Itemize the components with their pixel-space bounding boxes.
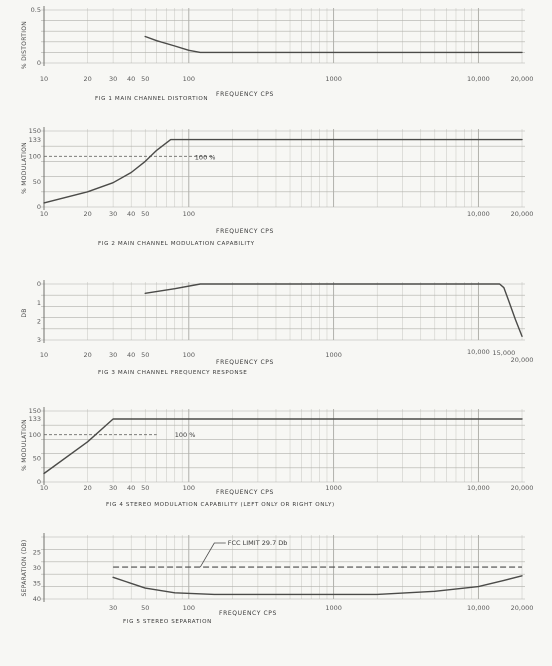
reference-annotation: 100 % [175, 431, 196, 439]
vertical-gridlines [44, 8, 522, 63]
annotation-leader [200, 543, 225, 567]
x-tick-label: 100 [183, 484, 195, 492]
x-tick-label: 20,000 [511, 604, 534, 612]
vertical-gridlines [44, 409, 522, 482]
figure-caption: FIG 2 MAIN CHANNEL MODULATION CAPABILITY [98, 241, 255, 247]
x-tick-label: 10,000 [467, 604, 490, 612]
horizontal-gridlines [41, 131, 525, 207]
x-tick-label: 100 [183, 210, 195, 218]
y-axis-label: SEPARATION (DB) [21, 540, 28, 597]
x-tick-label: 50 [141, 210, 149, 218]
figure-caption: FIG 3 MAIN CHANNEL FREQUENCY RESPONSE [98, 370, 247, 376]
horizontal-gridlines [41, 411, 525, 482]
x-tick-label: 40 [127, 351, 135, 359]
x-tick-label: 20 [83, 210, 91, 218]
y-axis-label: % MODULATION [21, 419, 28, 471]
x-tick-label: 30 [109, 484, 117, 492]
x-tick-label: 30 [109, 351, 117, 359]
x-tick-label: 1000 [325, 351, 342, 359]
fcc-limit-annotation: FCC LIMIT 29.7 Db [228, 539, 288, 547]
series-line [113, 576, 522, 595]
series-line [44, 140, 522, 203]
x-tick-label: 40 [127, 484, 135, 492]
x-axis-label: FREQUENCY CPS [216, 489, 274, 496]
y-tick-label: 150 [29, 407, 41, 415]
x-tick-label: 10,000 [467, 484, 490, 492]
y-tick-label: 50 [33, 178, 41, 186]
y-axis-label: % MODULATION [21, 142, 28, 194]
vertical-gridlines [44, 282, 522, 340]
horizontal-gridlines [41, 10, 525, 63]
figure-caption: FIG 4 STEREO MODULATION CAPABILITY (LEFT… [106, 502, 335, 508]
y-axis-label: % DISTORTION [21, 21, 28, 69]
y-tick-label: 0.5 [31, 6, 41, 14]
x-tick-label: 10 [40, 210, 48, 218]
x-tick-label: 1000 [325, 604, 342, 612]
y-tick-label: 100 [29, 153, 41, 161]
x-tick-label: 100 [183, 75, 195, 83]
chart-fig-5: 25 30 35 40 30 50 100 1000 10,000 20,000 SEPARATIO… [21, 533, 533, 625]
x-tick-label: 50 [141, 484, 149, 492]
vertical-gridlines [44, 129, 522, 207]
figure-caption: FIG 5 STEREO SEPARATION [123, 619, 212, 625]
y-tick-label: 3 [37, 336, 41, 344]
x-tick-label: 100 [183, 604, 195, 612]
y-tick-label: 2 [37, 318, 41, 326]
y-tick-label: 100 [29, 431, 41, 439]
x-tick-label: 20,000 [511, 484, 534, 492]
x-tick-label: 1000 [325, 75, 342, 83]
x-tick-label: 1000 [325, 484, 342, 492]
x-tick-label: 50 [141, 75, 149, 83]
y-tick-label: 50 [33, 455, 41, 463]
x-tick-label: 100 [183, 351, 195, 359]
x-axis-label: FREQUENCY CPS [219, 610, 277, 617]
x-axis-label: FREQUENCY CPS [216, 359, 274, 366]
x-tick-label: 10,000 [467, 75, 490, 83]
x-tick-label: 20 [83, 75, 91, 83]
x-tick-label: 20 [83, 351, 91, 359]
reference-annotation: 100 % [195, 153, 216, 161]
x-tick-label: 20 [83, 484, 91, 492]
x-tick-label: 20,000 [511, 356, 534, 364]
x-tick-label: 30 [109, 210, 117, 218]
y-tick-label: 133 [29, 136, 41, 144]
x-axis-label: FREQUENCY CPS [216, 91, 274, 98]
y-tick-label: 0 [37, 280, 41, 288]
x-tick-label: 30 [109, 604, 117, 612]
x-tick-label: 50 [141, 351, 149, 359]
x-tick-label: 20,000 [511, 75, 534, 83]
x-tick-label: 40 [127, 210, 135, 218]
x-tick-label: 10 [40, 351, 48, 359]
x-tick-label: 10,000 [467, 210, 490, 218]
y-tick-label: 30 [33, 564, 41, 572]
x-tick-label: 10,000 [467, 348, 490, 356]
y-tick-label: 25 [33, 549, 41, 557]
y-tick-label: 150 [29, 127, 41, 135]
x-tick-label: 30 [109, 75, 117, 83]
y-tick-label: 35 [33, 580, 41, 588]
series-line [44, 419, 522, 474]
y-tick-label: 1 [37, 299, 41, 307]
chart-fig-1: 0.5 0 10 20 30 40 50 100 1000 10,000 20,000 % DISTO… [21, 6, 533, 102]
x-tick-label: 10 [40, 484, 48, 492]
x-axis-label: FREQUENCY CPS [216, 228, 274, 235]
horizontal-gridlines [41, 284, 525, 340]
x-tick-label: 20,000 [511, 210, 534, 218]
x-tick-label: 10 [40, 75, 48, 83]
figure-caption: FIG 1 MAIN CHANNEL DISTORTION [95, 96, 208, 102]
y-tick-label: 40 [33, 595, 41, 603]
x-tick-label: 50 [141, 604, 149, 612]
y-tick-label: 133 [29, 415, 41, 423]
x-tick-label: 40 [127, 75, 135, 83]
y-tick-label: 0 [37, 59, 41, 67]
y-axis-label: DB [21, 308, 28, 317]
